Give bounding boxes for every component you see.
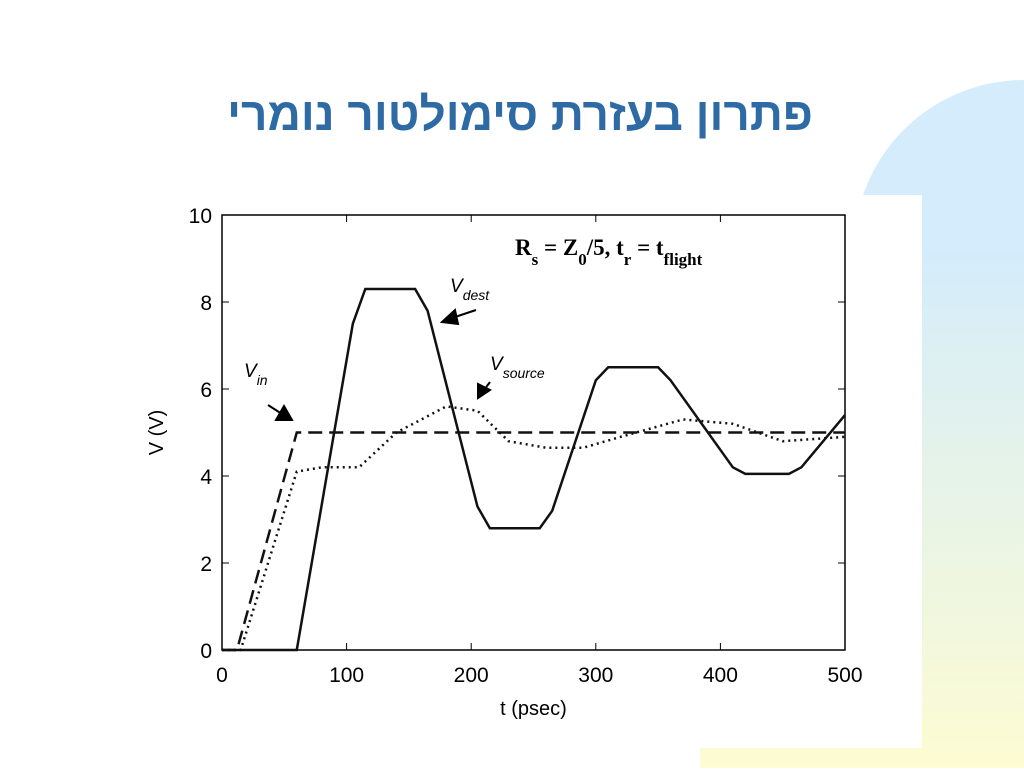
series-label: Vin xyxy=(244,361,268,388)
y-tick-label: 10 xyxy=(189,205,212,228)
arrow-head xyxy=(439,308,460,326)
formula: Rs = Z0/5, tr = tflight xyxy=(515,235,703,269)
series-label: Vsource xyxy=(490,354,545,381)
y-tick-label: 6 xyxy=(200,379,212,402)
figure-background xyxy=(150,195,922,748)
formula-part: r xyxy=(624,250,632,269)
x-tick-label: 300 xyxy=(578,664,613,687)
formula-part: flight xyxy=(664,250,703,269)
formula-part: = Z xyxy=(538,235,578,260)
series-label-sub: source xyxy=(503,365,545,381)
series-label: Vdest xyxy=(450,276,490,303)
arrow-head xyxy=(274,403,294,421)
slide-title: פתרון בעזרת סימולטור נומרי xyxy=(227,88,813,140)
x-tick-label: 0 xyxy=(216,664,228,687)
arrows xyxy=(267,308,492,421)
arrow xyxy=(454,309,477,318)
x-tick-label: 400 xyxy=(703,664,738,687)
y-tick-label: 4 xyxy=(200,466,212,489)
series-line xyxy=(222,287,846,652)
y-axis-label: V (V) xyxy=(146,410,168,456)
series-label-main: V xyxy=(450,276,465,297)
x-tick-label: 100 xyxy=(329,664,364,687)
y-tick-label: 2 xyxy=(200,553,212,576)
series-label-sub: in xyxy=(257,372,268,388)
chart: 0 100 200 300 400 500 0 2 4 6 8 10 t (psec) V (V) Rs =… xyxy=(146,205,863,720)
x-tick-label: 200 xyxy=(454,664,489,687)
formula-part: s xyxy=(532,250,539,269)
y-tick-label: 8 xyxy=(200,292,212,315)
series-label-sub: dest xyxy=(463,287,491,303)
arrow-head xyxy=(477,382,492,400)
series-label-main: V xyxy=(490,354,505,375)
series-label-main: V xyxy=(244,361,259,382)
formula-part: 0 xyxy=(578,250,587,269)
formula-part: = t xyxy=(631,235,664,260)
x-axis-label: t (psec) xyxy=(500,698,567,720)
formula-part: /5, t xyxy=(586,235,624,260)
x-tick-label: 500 xyxy=(827,664,862,687)
y-tick-label: 0 xyxy=(200,640,212,663)
formula-part: R xyxy=(515,235,532,260)
series-line xyxy=(222,405,846,652)
